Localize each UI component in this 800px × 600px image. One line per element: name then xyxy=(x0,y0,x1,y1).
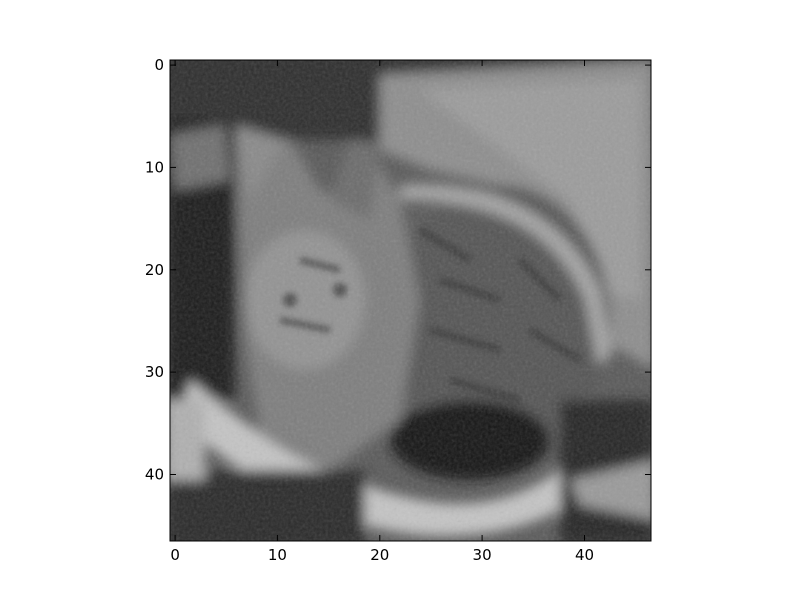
cat-photo xyxy=(170,60,651,541)
y-tick-label: 20 xyxy=(145,261,164,279)
x-tick-labels: 0 10 20 30 40 xyxy=(170,546,594,564)
y-tick-label: 0 xyxy=(154,56,164,74)
x-tick-label: 30 xyxy=(473,546,492,564)
x-tick-label: 40 xyxy=(575,546,594,564)
y-tick-label: 10 xyxy=(145,158,164,176)
x-tick-label: 0 xyxy=(170,546,180,564)
x-tick-label: 20 xyxy=(370,546,389,564)
tick-marks xyxy=(170,60,651,541)
y-tick-label: 40 xyxy=(145,466,164,484)
axes-frame xyxy=(169,59,652,542)
y-tick-labels: 0 10 20 30 40 xyxy=(145,56,164,483)
x-tick-label: 10 xyxy=(268,546,287,564)
y-tick-label: 30 xyxy=(145,363,164,381)
